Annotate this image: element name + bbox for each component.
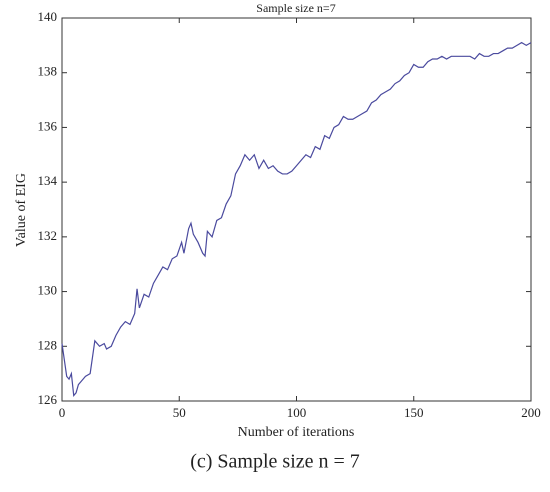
- y-axis-label: Value of EIG: [14, 173, 29, 247]
- y-tick-label: 130: [38, 283, 58, 298]
- chart-title: Sample size n=7: [256, 1, 335, 15]
- plot-frame: [61, 17, 532, 402]
- data-line: [61, 41, 532, 397]
- caption: (c) Sample size n = 7: [190, 451, 360, 473]
- x-tick-label: 50: [173, 405, 186, 420]
- x-axis-label: Number of iterations: [238, 425, 355, 440]
- y-tick-label: 128: [38, 337, 58, 352]
- y-tick-label: 138: [38, 64, 58, 79]
- y-tick-label: 134: [38, 173, 58, 188]
- x-tick-label: 200: [521, 405, 541, 420]
- x-tick-label: 150: [404, 405, 424, 420]
- y-tick-label: 132: [38, 228, 58, 243]
- x-tick-label: 100: [287, 405, 307, 420]
- y-tick-label: 126: [38, 392, 58, 407]
- y-tick-label: 136: [38, 118, 58, 133]
- x-tick-label: 0: [59, 405, 66, 420]
- y-tick-label: 140: [38, 9, 58, 24]
